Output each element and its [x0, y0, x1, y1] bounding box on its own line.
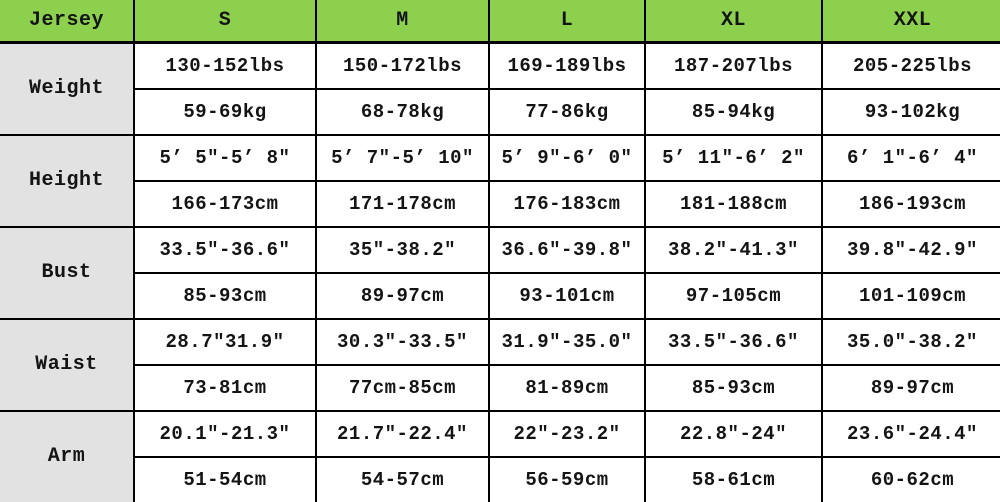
cell-bust-metric-l: 93-101cm: [488, 271, 646, 320]
row-label-height: Height: [0, 133, 135, 228]
cell-arm-imperial-s: 20.1″-21.3″: [133, 409, 317, 458]
cell-bust-imperial-l: 36.6″-39.8″: [488, 225, 646, 274]
cell-height-metric-m: 171-178cm: [315, 179, 490, 228]
table-row: Arm 20.1″-21.3″ 21.7″-22.4″ 22″-23.2″ 22…: [0, 409, 1000, 502]
cell-weight-imperial-l: 169-189lbs: [488, 41, 646, 90]
cell-waist-imperial-xl: 33.5″-36.6″: [644, 317, 823, 366]
cell-bust-imperial-xxl: 39.8″-42.9″: [821, 225, 1000, 274]
cell-height-metric-xl: 181-188cm: [644, 179, 823, 228]
cell-bust-imperial-xl: 38.2″-41.3″: [644, 225, 823, 274]
col-header-s: S: [133, 0, 317, 44]
corner-header-cell: Jersey: [0, 0, 135, 44]
cell-height-imperial-xl: 5’ 11″-6’ 2″: [644, 133, 823, 182]
cell-waist-metric-xxl: 89-97cm: [821, 363, 1000, 412]
col-header-xl: XL: [644, 0, 823, 44]
cell-weight-imperial-s: 130-152lbs: [133, 41, 317, 90]
cell-arm-imperial-xl: 22.8″-24″: [644, 409, 823, 458]
cell-weight-metric-xl: 85-94kg: [644, 87, 823, 136]
cell-bust-imperial-m: 35″-38.2″: [315, 225, 490, 274]
cell-height-imperial-l: 5’ 9″-6’ 0″: [488, 133, 646, 182]
cell-weight-metric-xxl: 93-102kg: [821, 87, 1000, 136]
cell-waist-metric-s: 73-81cm: [133, 363, 317, 412]
cell-waist-metric-l: 81-89cm: [488, 363, 646, 412]
cell-bust-metric-s: 85-93cm: [133, 271, 317, 320]
cell-height-imperial-s: 5’ 5″-5’ 8″: [133, 133, 317, 182]
cell-height-metric-xxl: 186-193cm: [821, 179, 1000, 228]
row-label-waist: Waist: [0, 317, 135, 412]
cell-waist-imperial-s: 28.7″31.9″: [133, 317, 317, 366]
cell-weight-metric-s: 59-69kg: [133, 87, 317, 136]
col-header-xxl: XXL: [821, 0, 1000, 44]
table-row: 85-93cm 89-97cm 93-101cm 97-105cm 101-10…: [0, 271, 1000, 320]
table-row: Waist 28.7″31.9″ 30.3″-33.5″ 31.9″-35.0″…: [0, 317, 1000, 412]
cell-waist-imperial-xxl: 35.0″-38.2″: [821, 317, 1000, 366]
cell-arm-imperial-m: 21.7″-22.4″: [315, 409, 490, 458]
cell-bust-metric-m: 89-97cm: [315, 271, 490, 320]
cell-height-imperial-xxl: 6’ 1″-6’ 4″: [821, 133, 1000, 182]
cell-weight-imperial-xxl: 205-225lbs: [821, 41, 1000, 90]
header-row: Jersey S M L XL XXL: [0, 0, 1000, 44]
cell-height-metric-s: 166-173cm: [133, 179, 317, 228]
cell-bust-metric-xl: 97-105cm: [644, 271, 823, 320]
col-header-m: M: [315, 0, 490, 44]
table-row: Weight 130-152lbs 150-172lbs 169-189lbs …: [0, 41, 1000, 136]
cell-arm-metric-s: 51-54cm: [133, 455, 317, 502]
cell-bust-imperial-s: 33.5″-36.6″: [133, 225, 317, 274]
cell-arm-metric-l: 56-59cm: [488, 455, 646, 502]
cell-waist-imperial-l: 31.9″-35.0″: [488, 317, 646, 366]
cell-height-metric-l: 176-183cm: [488, 179, 646, 228]
cell-arm-imperial-xxl: 23.6″-24.4″: [821, 409, 1000, 458]
table-row: 51-54cm 54-57cm 56-59cm 58-61cm 60-62cm: [0, 455, 1000, 502]
cell-weight-imperial-xl: 187-207lbs: [644, 41, 823, 90]
cell-weight-imperial-m: 150-172lbs: [315, 41, 490, 90]
cell-arm-imperial-l: 22″-23.2″: [488, 409, 646, 458]
cell-weight-metric-m: 68-78kg: [315, 87, 490, 136]
cell-bust-metric-xxl: 101-109cm: [821, 271, 1000, 320]
table-row: 73-81cm 77cm-85cm 81-89cm 85-93cm 89-97c…: [0, 363, 1000, 412]
cell-waist-metric-m: 77cm-85cm: [315, 363, 490, 412]
cell-height-imperial-m: 5’ 7″-5’ 10″: [315, 133, 490, 182]
col-header-l: L: [488, 0, 646, 44]
table-row: 166-173cm 171-178cm 176-183cm 181-188cm …: [0, 179, 1000, 228]
table-row: Bust 33.5″-36.6″ 35″-38.2″ 36.6″-39.8″ 3…: [0, 225, 1000, 320]
row-label-weight: Weight: [0, 41, 135, 136]
table-row: 59-69kg 68-78kg 77-86kg 85-94kg 93-102kg: [0, 87, 1000, 136]
cell-waist-imperial-m: 30.3″-33.5″: [315, 317, 490, 366]
table-row: Height 5’ 5″-5’ 8″ 5’ 7″-5’ 10″ 5’ 9″-6’…: [0, 133, 1000, 228]
row-label-arm: Arm: [0, 409, 135, 502]
cell-waist-metric-xl: 85-93cm: [644, 363, 823, 412]
cell-arm-metric-xl: 58-61cm: [644, 455, 823, 502]
cell-arm-metric-m: 54-57cm: [315, 455, 490, 502]
cell-arm-metric-xxl: 60-62cm: [821, 455, 1000, 502]
cell-weight-metric-l: 77-86kg: [488, 87, 646, 136]
row-label-bust: Bust: [0, 225, 135, 320]
